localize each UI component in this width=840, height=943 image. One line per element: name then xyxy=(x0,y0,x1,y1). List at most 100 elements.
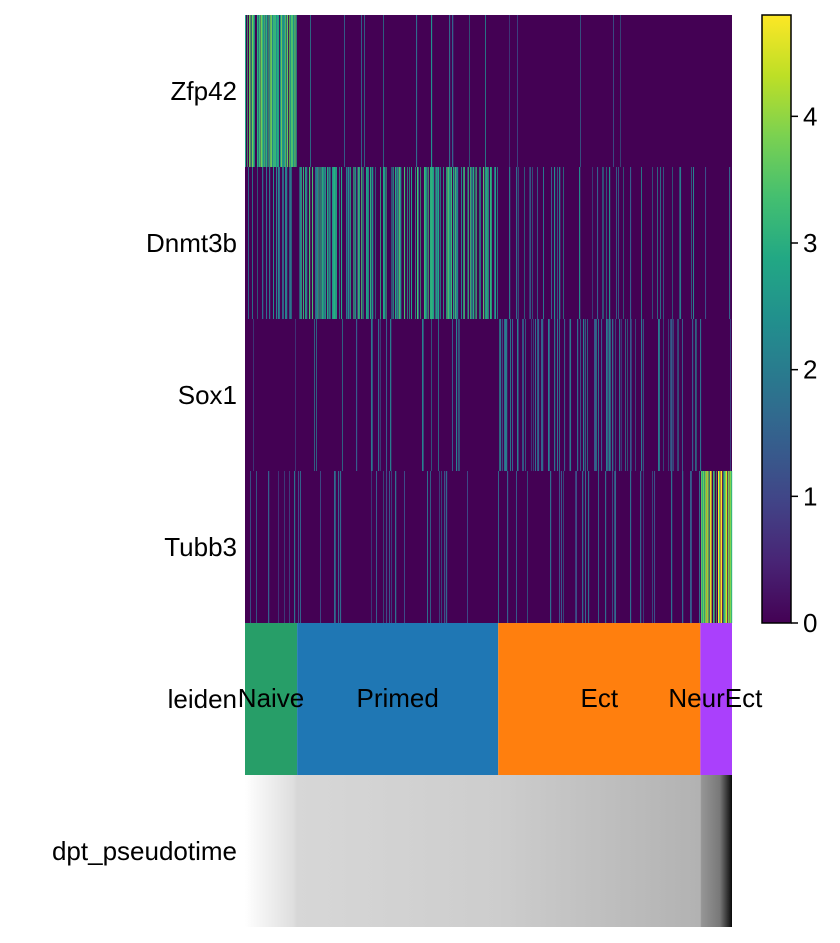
gene-expression-rows xyxy=(245,15,733,623)
heatmap-cell xyxy=(329,167,331,319)
heatmap-cell xyxy=(682,471,684,623)
colorbar-tick-label: 4 xyxy=(803,101,817,131)
heatmap-cell xyxy=(436,167,438,319)
heatmap-cell xyxy=(309,167,311,319)
heatmap-cell xyxy=(498,471,499,623)
heatmap-cell xyxy=(386,471,388,623)
heatmap-cell xyxy=(659,319,660,471)
heatmap-cell xyxy=(672,167,673,319)
heatmap-background xyxy=(245,15,732,167)
heatmap-cell xyxy=(499,319,500,471)
heatmap-cell xyxy=(317,167,319,319)
heatmap-cell xyxy=(703,471,705,623)
heatmap-cell xyxy=(550,471,552,623)
heatmap-cell xyxy=(245,15,247,167)
heatmap-cell xyxy=(446,471,448,623)
heatmap-cell xyxy=(729,167,731,319)
heatmap-cell xyxy=(399,167,401,319)
heatmap-cell xyxy=(305,167,306,319)
heatmap-cell xyxy=(463,167,464,319)
heatmap-cell xyxy=(431,319,432,471)
heatmap-cell xyxy=(533,319,534,471)
heatmap-cell xyxy=(386,319,388,471)
heatmap-cell xyxy=(714,471,715,623)
heatmap-cell xyxy=(277,15,279,167)
heatmap-cell xyxy=(696,319,697,471)
heatmap-cell xyxy=(286,167,288,319)
heatmap-cell xyxy=(580,15,581,167)
heatmap-cell xyxy=(469,15,470,167)
heatmap-cell xyxy=(643,471,644,623)
heatmap-cell xyxy=(606,167,607,319)
heatmap-cell xyxy=(249,15,251,167)
heatmap-cell xyxy=(290,15,291,167)
heatmap-cell xyxy=(378,319,380,471)
heatmap-cell xyxy=(518,167,519,319)
heatmap-cell xyxy=(690,471,692,623)
heatmap-cell xyxy=(328,167,329,319)
heatmap-cell xyxy=(278,167,280,319)
heatmap-cell xyxy=(273,15,275,167)
heatmap-cell xyxy=(361,15,362,167)
heatmap-cell xyxy=(504,319,506,471)
heatmap-cell xyxy=(467,167,468,319)
heatmap-cell xyxy=(702,471,704,623)
heatmap-cell xyxy=(525,319,526,471)
heatmap-cell xyxy=(391,167,392,319)
heatmap-cell xyxy=(270,15,271,167)
heatmap-cell xyxy=(615,319,616,471)
heatmap-cell xyxy=(658,319,660,471)
heatmap-cell xyxy=(386,167,387,319)
heatmap-cell xyxy=(592,167,593,319)
pseudotime-gradient xyxy=(245,775,732,927)
heatmap-cell xyxy=(453,167,455,319)
heatmap-cell xyxy=(699,471,701,623)
heatmap-cell xyxy=(371,319,373,471)
heatmap-cell xyxy=(709,471,710,623)
heatmap-cell xyxy=(509,167,511,319)
heatmap-cell xyxy=(678,319,679,471)
heatmap-cell xyxy=(439,471,440,623)
heatmap-cell xyxy=(725,471,727,623)
heatmap-cell xyxy=(570,319,572,471)
heatmap-cell xyxy=(500,319,502,471)
heatmap-cell xyxy=(627,319,628,471)
heatmap-cell xyxy=(415,167,416,319)
heatmap-cell xyxy=(608,319,609,471)
colorbar: 0 1 2 3 4 xyxy=(761,14,817,638)
heatmap-cell xyxy=(479,167,480,319)
heatmap-cell xyxy=(363,167,364,319)
heatmap-cell xyxy=(691,167,692,319)
heatmap-cell xyxy=(397,167,399,319)
heatmap-cell xyxy=(295,319,296,471)
heatmap-cell xyxy=(716,471,717,623)
heatmap-cell xyxy=(559,319,560,471)
heatmap-cell xyxy=(285,15,286,167)
heatmap-cell xyxy=(718,471,720,623)
heatmap-cell xyxy=(497,167,498,319)
heatmap-cell xyxy=(354,167,355,319)
heatmap-cell xyxy=(660,167,661,319)
heatmap-cell xyxy=(272,15,273,167)
heatmap-cell xyxy=(250,471,251,623)
heatmap-cell xyxy=(264,15,265,167)
heatmap-cell xyxy=(262,15,264,167)
heatmap-cell xyxy=(269,167,271,319)
heatmap-cell xyxy=(551,167,552,319)
heatmap-cell xyxy=(371,167,372,319)
heatmap-cell xyxy=(390,319,392,471)
heatmap-cell xyxy=(672,319,673,471)
heatmap-cell xyxy=(454,167,455,319)
heatmap-cell xyxy=(371,471,372,623)
heatmap-cell xyxy=(532,167,533,319)
heatmap-cell xyxy=(321,167,322,319)
heatmap-cell xyxy=(691,471,692,623)
heatmap-cell xyxy=(284,471,285,623)
heatmap-cell xyxy=(721,471,723,623)
heatmap-cell xyxy=(448,167,449,319)
heatmap-cell xyxy=(641,319,643,471)
gene-row-sox1 xyxy=(245,319,732,471)
heatmap-cell xyxy=(428,167,429,319)
heatmap-cell xyxy=(314,319,315,471)
heatmap-cell xyxy=(457,167,459,319)
